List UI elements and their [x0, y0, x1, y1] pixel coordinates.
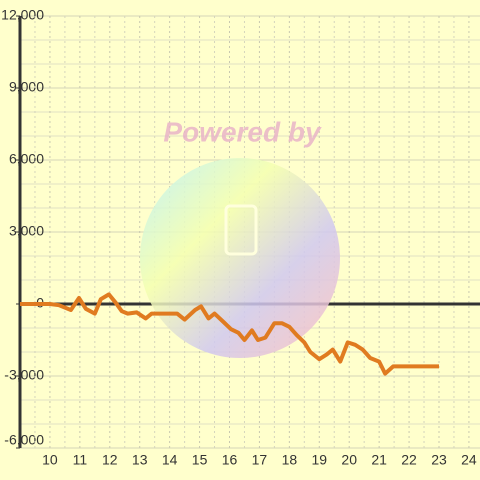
- x-tick-label: 11: [73, 452, 88, 468]
- watermark-icon: [224, 204, 258, 256]
- y-tick-label: 9,000: [9, 79, 44, 95]
- watermark-text: Powered by: [163, 116, 322, 147]
- data-line: [20, 292, 439, 376]
- x-tick-label: 16: [222, 452, 238, 468]
- y-tick-label: -6,000: [4, 432, 44, 448]
- x-tick-label: 10: [42, 452, 58, 468]
- x-tick-label: 15: [192, 452, 208, 468]
- x-tick-label: 18: [282, 452, 298, 468]
- y-tick-label: 6,000: [9, 151, 44, 167]
- x-tick-label: 23: [431, 452, 447, 468]
- x-tick-label: 13: [132, 452, 148, 468]
- x-tick-label: 24: [461, 452, 477, 468]
- x-tick-label: 22: [401, 452, 417, 468]
- x-tick-label: 12: [102, 452, 118, 468]
- x-tick-label: 14: [162, 452, 178, 468]
- y-tick-label: -3,000: [4, 367, 44, 383]
- x-tick-label: 19: [311, 452, 327, 468]
- y-tick-label: 12,000: [1, 7, 44, 23]
- x-tick-label: 17: [252, 452, 268, 468]
- plot: [20, 292, 439, 376]
- y-tick-label: 3,000: [9, 223, 44, 239]
- watermark-logo: [140, 158, 340, 358]
- x-tick-label: 20: [341, 452, 357, 468]
- x-tick-label: 21: [371, 452, 387, 468]
